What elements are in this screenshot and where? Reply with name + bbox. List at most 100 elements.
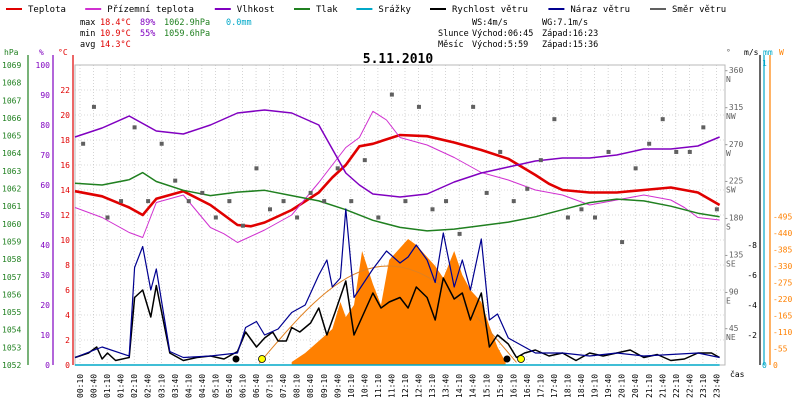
wind-dir-point	[701, 125, 706, 130]
solar-tick-label: 0	[773, 361, 778, 370]
x-tick-label: 03:10	[157, 374, 166, 398]
temperature-tick-label: 14	[60, 186, 70, 195]
moonset-marker	[503, 355, 511, 363]
wind-dir-compass-label: NW	[726, 112, 736, 121]
temperature-tick-label: 20	[60, 111, 70, 120]
wind-dir-point	[240, 223, 245, 228]
wind-dir-point	[322, 199, 327, 204]
pressure-tick-label: 1054	[2, 326, 21, 335]
legend-label: Směr větru	[672, 5, 726, 15]
x-tick-label: 15:40	[496, 374, 505, 398]
series-line-teplota	[74, 133, 721, 228]
wind-dir-point	[430, 207, 435, 212]
humidity-tick-label: 0	[45, 361, 50, 370]
temperature-tick-label: 8	[65, 261, 70, 270]
x-tick-label: 00:10	[76, 374, 85, 398]
wind-dir-point	[579, 207, 584, 212]
legend-label: Náraz větru	[570, 5, 630, 15]
stats-max-hum: 89%	[140, 18, 155, 28]
series-line-p-zemn-teplota	[74, 110, 720, 243]
wind-dir-point	[186, 199, 191, 204]
x-tick-label: 04:40	[198, 374, 207, 398]
wind-dir-point	[132, 125, 137, 130]
legend-label: Tlak	[316, 5, 338, 15]
legend-label: Přízemní teplota	[107, 5, 194, 15]
temperature-tick-label: 16	[60, 161, 70, 170]
x-tick-label: 05:10	[211, 374, 220, 398]
wind-dir-point	[660, 117, 665, 122]
wind-dir-tick-label: -90	[724, 287, 739, 296]
wind-dir-point	[444, 199, 449, 204]
x-tick-label: 02:10	[130, 374, 139, 398]
x-tick-label: 04:10	[184, 374, 193, 398]
wind-dir-point	[376, 215, 381, 220]
x-tick-label: 13:10	[428, 374, 437, 398]
x-tick-label: 02:40	[144, 374, 153, 398]
legend-label: Vlhkost	[237, 5, 275, 15]
pressure-tick-label: 1060	[2, 220, 21, 229]
legend-label: Teplota	[28, 5, 66, 15]
wind-dir-point	[281, 199, 286, 204]
legend-item: Náraz větru	[548, 5, 630, 15]
wind-dir-point	[105, 215, 110, 220]
stats-max-press: 1062.9hPa	[164, 18, 210, 28]
x-tick-label: 05:40	[225, 374, 234, 398]
axis-unit-headers: hPa % °C ° m/s mm W	[4, 48, 784, 57]
moonrise-marker	[232, 355, 240, 363]
x-tick-label: 18:10	[564, 374, 573, 398]
x-tick-label: 09:40	[333, 374, 342, 398]
wind-tick-label: -6	[747, 271, 757, 280]
x-tick-label: 22:10	[672, 374, 681, 398]
x-tick-label: 13:40	[442, 374, 451, 398]
wind-dir-compass-label: NE	[726, 333, 736, 342]
wind-dir-point	[498, 149, 503, 154]
wind-dir-compass-label: W	[726, 149, 731, 158]
wind-dir-point	[91, 104, 96, 109]
x-tick-label: 07:40	[279, 374, 288, 398]
pressure-tick-label: 1068	[2, 79, 21, 88]
info-wg: WG:7.1m/s	[542, 18, 588, 28]
wind-dir-point	[308, 190, 313, 195]
pressure-tick-label: 1059	[2, 237, 21, 246]
x-tick-label: 14:40	[469, 374, 478, 398]
wind-dir-tick-label: -45	[724, 324, 739, 333]
info-sun-label: Slunce	[438, 29, 469, 39]
humidity-tick-label: 40	[40, 241, 50, 250]
x-tick-label: 17:40	[550, 374, 559, 398]
legend-item: Tlak	[294, 5, 338, 15]
wind-dir-compass-label: SW	[726, 186, 736, 195]
pressure-tick-label: 1053	[2, 343, 21, 352]
legend-item: Srážky	[356, 5, 411, 15]
x-axis-label: čas	[730, 369, 745, 379]
legend-item: Přízemní teplota	[85, 5, 194, 15]
x-tick-label: 23:40	[712, 374, 721, 398]
legend-label: Srážky	[378, 5, 411, 15]
rain-tick-label: 1	[762, 59, 767, 68]
x-tick-label: 00:40	[90, 374, 99, 398]
stats-max-rain: 0.0mm	[226, 18, 252, 28]
x-tick-label: 22:40	[685, 374, 694, 398]
info-moon-set: Západ:15:36	[542, 40, 598, 50]
wind-dir-point	[268, 207, 272, 212]
wind-dir-point	[389, 92, 394, 97]
x-tick-label: 06:40	[252, 374, 261, 398]
pressure-tick-label: 1052	[2, 361, 21, 370]
x-tick-label: 23:10	[699, 374, 708, 398]
pressure-tick-label: 1057	[2, 273, 21, 282]
wind-dir-point	[484, 190, 489, 195]
x-tick-label: 15:10	[482, 374, 491, 398]
wind-dir-point	[227, 199, 232, 204]
x-tick-label: 01:40	[117, 374, 126, 398]
stats-block: max 18.4°C 89% 1062.9hPa 0.0mm min 10.9°…	[80, 18, 252, 50]
wind-dir-point	[362, 158, 367, 163]
x-tick-label: 12:10	[401, 374, 410, 398]
x-tick-label: 12:40	[415, 374, 424, 398]
series-line-n-raz-v-tru	[74, 208, 720, 359]
wind-dir-point	[565, 215, 570, 220]
solar-tick-label: -330	[773, 262, 792, 271]
wind-tick-label: -2	[747, 331, 757, 340]
humidity-tick-label: 10	[40, 331, 50, 340]
wind-dir-point	[457, 231, 462, 236]
pressure-tick-label: 1058	[2, 255, 21, 264]
